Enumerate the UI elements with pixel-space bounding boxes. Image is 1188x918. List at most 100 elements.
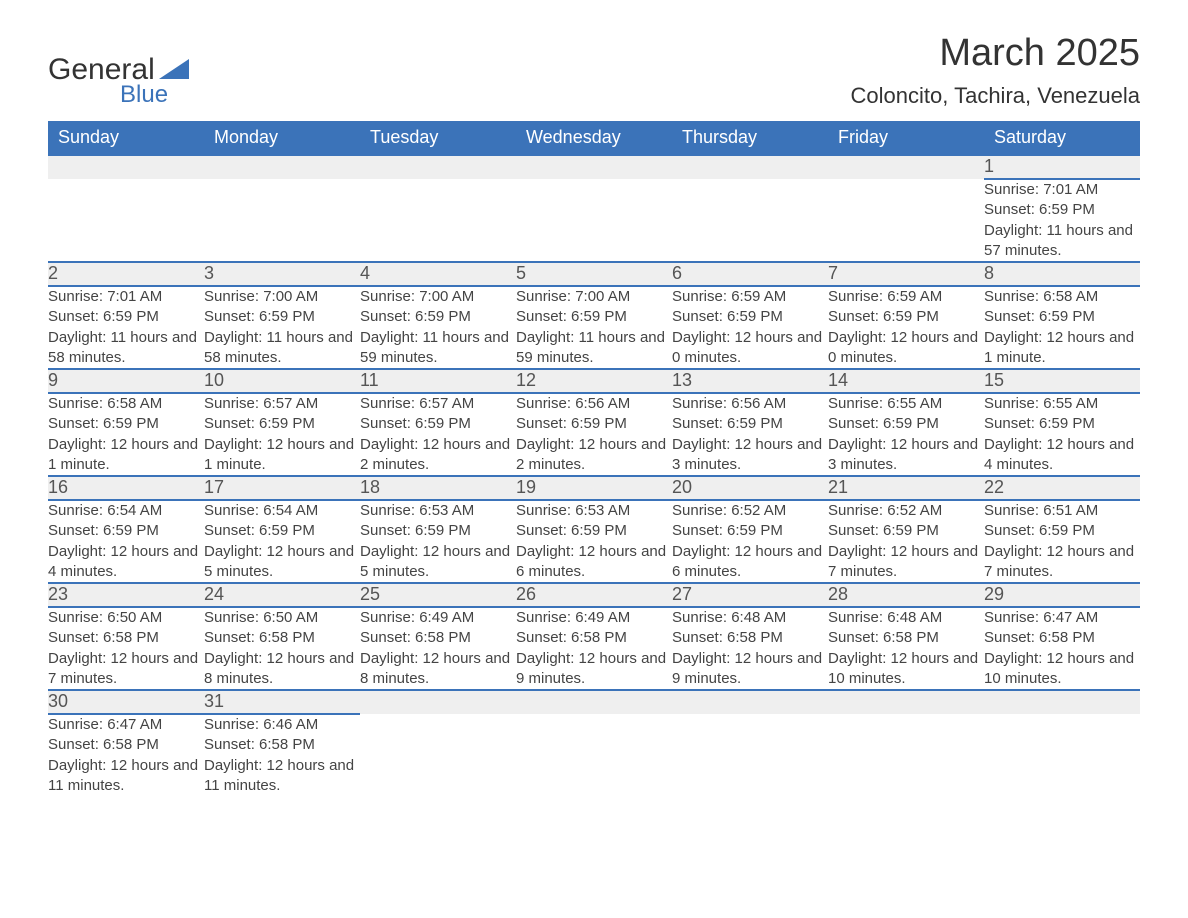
weekday-header: Monday — [204, 121, 360, 155]
day-number-cell — [48, 155, 204, 179]
day-content-cell — [360, 179, 516, 262]
day-content-cell: Sunrise: 6:52 AMSunset: 6:59 PMDaylight:… — [828, 500, 984, 583]
calendar-header-row: SundayMondayTuesdayWednesdayThursdayFrid… — [48, 121, 1140, 155]
day-number-cell — [360, 690, 516, 714]
logo: General Blue — [48, 53, 189, 109]
day-content-cell: Sunrise: 6:48 AMSunset: 6:58 PMDaylight:… — [672, 607, 828, 690]
day-content-cell: Sunrise: 6:50 AMSunset: 6:58 PMDaylight:… — [204, 607, 360, 690]
day-number-cell: 20 — [672, 476, 828, 500]
day-number-cell: 14 — [828, 369, 984, 393]
day-content-cell: Sunrise: 7:01 AMSunset: 6:59 PMDaylight:… — [984, 179, 1140, 262]
day-number-cell: 21 — [828, 476, 984, 500]
day-number-cell: 18 — [360, 476, 516, 500]
day-number-cell: 13 — [672, 369, 828, 393]
day-content-cell: Sunrise: 6:55 AMSunset: 6:59 PMDaylight:… — [828, 393, 984, 476]
day-content-cell: Sunrise: 6:58 AMSunset: 6:59 PMDaylight:… — [48, 393, 204, 476]
weekday-header: Saturday — [984, 121, 1140, 155]
day-content-cell — [360, 714, 516, 796]
day-number-cell: 29 — [984, 583, 1140, 607]
day-number-cell: 19 — [516, 476, 672, 500]
day-number-cell: 4 — [360, 262, 516, 286]
location: Coloncito, Tachira, Venezuela — [851, 83, 1140, 109]
day-number-cell: 5 — [516, 262, 672, 286]
day-number-cell: 9 — [48, 369, 204, 393]
day-number-cell: 3 — [204, 262, 360, 286]
day-content-cell: Sunrise: 6:48 AMSunset: 6:58 PMDaylight:… — [828, 607, 984, 690]
day-number-row: 3031 — [48, 690, 1140, 714]
day-number-cell — [828, 155, 984, 179]
day-content-cell — [672, 714, 828, 796]
day-content-cell: Sunrise: 6:54 AMSunset: 6:59 PMDaylight:… — [48, 500, 204, 583]
day-number-cell: 17 — [204, 476, 360, 500]
day-content-cell: Sunrise: 6:56 AMSunset: 6:59 PMDaylight:… — [516, 393, 672, 476]
day-number-cell: 15 — [984, 369, 1140, 393]
day-number-cell: 2 — [48, 262, 204, 286]
day-content-cell: Sunrise: 6:58 AMSunset: 6:59 PMDaylight:… — [984, 286, 1140, 369]
day-content-cell: Sunrise: 6:54 AMSunset: 6:59 PMDaylight:… — [204, 500, 360, 583]
day-number-cell — [360, 155, 516, 179]
day-content-cell: Sunrise: 6:57 AMSunset: 6:59 PMDaylight:… — [204, 393, 360, 476]
day-content-row: Sunrise: 6:47 AMSunset: 6:58 PMDaylight:… — [48, 714, 1140, 796]
weekday-header: Thursday — [672, 121, 828, 155]
day-number-cell: 23 — [48, 583, 204, 607]
calendar-table: SundayMondayTuesdayWednesdayThursdayFrid… — [48, 121, 1140, 796]
day-number-cell — [672, 155, 828, 179]
day-content-cell: Sunrise: 6:52 AMSunset: 6:59 PMDaylight:… — [672, 500, 828, 583]
day-content-cell: Sunrise: 7:00 AMSunset: 6:59 PMDaylight:… — [204, 286, 360, 369]
day-number-cell: 30 — [48, 690, 204, 714]
day-content-row: Sunrise: 7:01 AMSunset: 6:59 PMDaylight:… — [48, 286, 1140, 369]
day-number-cell — [672, 690, 828, 714]
day-number-cell: 1 — [984, 155, 1140, 179]
weekday-header: Sunday — [48, 121, 204, 155]
day-number-row: 1 — [48, 155, 1140, 179]
day-content-cell: Sunrise: 6:49 AMSunset: 6:58 PMDaylight:… — [516, 607, 672, 690]
day-content-row: Sunrise: 7:01 AMSunset: 6:59 PMDaylight:… — [48, 179, 1140, 262]
header: General Blue March 2025 Coloncito, Tachi… — [48, 32, 1140, 109]
day-content-cell: Sunrise: 6:51 AMSunset: 6:59 PMDaylight:… — [984, 500, 1140, 583]
day-number-cell: 11 — [360, 369, 516, 393]
day-content-cell: Sunrise: 6:55 AMSunset: 6:59 PMDaylight:… — [984, 393, 1140, 476]
day-content-row: Sunrise: 6:54 AMSunset: 6:59 PMDaylight:… — [48, 500, 1140, 583]
day-number-row: 2345678 — [48, 262, 1140, 286]
day-content-cell: Sunrise: 6:47 AMSunset: 6:58 PMDaylight:… — [984, 607, 1140, 690]
day-content-cell: Sunrise: 6:50 AMSunset: 6:58 PMDaylight:… — [48, 607, 204, 690]
day-number-cell — [984, 690, 1140, 714]
day-content-cell: Sunrise: 6:49 AMSunset: 6:58 PMDaylight:… — [360, 607, 516, 690]
day-content-cell: Sunrise: 7:00 AMSunset: 6:59 PMDaylight:… — [360, 286, 516, 369]
day-content-cell: Sunrise: 6:47 AMSunset: 6:58 PMDaylight:… — [48, 714, 204, 796]
day-number-cell — [828, 690, 984, 714]
weekday-header: Wednesday — [516, 121, 672, 155]
day-content-row: Sunrise: 6:50 AMSunset: 6:58 PMDaylight:… — [48, 607, 1140, 690]
day-number-row: 23242526272829 — [48, 583, 1140, 607]
day-content-cell: Sunrise: 6:57 AMSunset: 6:59 PMDaylight:… — [360, 393, 516, 476]
title-block: March 2025 Coloncito, Tachira, Venezuela — [851, 32, 1140, 109]
day-content-row: Sunrise: 6:58 AMSunset: 6:59 PMDaylight:… — [48, 393, 1140, 476]
day-content-cell: Sunrise: 6:59 AMSunset: 6:59 PMDaylight:… — [828, 286, 984, 369]
day-number-cell: 8 — [984, 262, 1140, 286]
day-content-cell — [828, 714, 984, 796]
day-number-cell: 10 — [204, 369, 360, 393]
day-content-cell — [204, 179, 360, 262]
day-number-cell: 16 — [48, 476, 204, 500]
logo-text-blue: Blue — [120, 81, 168, 109]
day-number-cell: 31 — [204, 690, 360, 714]
day-content-cell: Sunrise: 7:00 AMSunset: 6:59 PMDaylight:… — [516, 286, 672, 369]
day-content-cell: Sunrise: 6:53 AMSunset: 6:59 PMDaylight:… — [516, 500, 672, 583]
day-number-row: 9101112131415 — [48, 369, 1140, 393]
day-number-cell — [204, 155, 360, 179]
day-content-cell — [48, 179, 204, 262]
day-number-cell: 28 — [828, 583, 984, 607]
day-content-cell — [672, 179, 828, 262]
day-number-cell: 27 — [672, 583, 828, 607]
day-number-cell: 25 — [360, 583, 516, 607]
day-number-cell: 6 — [672, 262, 828, 286]
day-number-cell: 22 — [984, 476, 1140, 500]
day-content-cell — [828, 179, 984, 262]
day-content-cell: Sunrise: 6:53 AMSunset: 6:59 PMDaylight:… — [360, 500, 516, 583]
day-content-cell: Sunrise: 6:56 AMSunset: 6:59 PMDaylight:… — [672, 393, 828, 476]
day-number-cell: 26 — [516, 583, 672, 607]
day-content-cell — [984, 714, 1140, 796]
day-number-row: 16171819202122 — [48, 476, 1140, 500]
day-number-cell — [516, 690, 672, 714]
day-number-cell: 12 — [516, 369, 672, 393]
